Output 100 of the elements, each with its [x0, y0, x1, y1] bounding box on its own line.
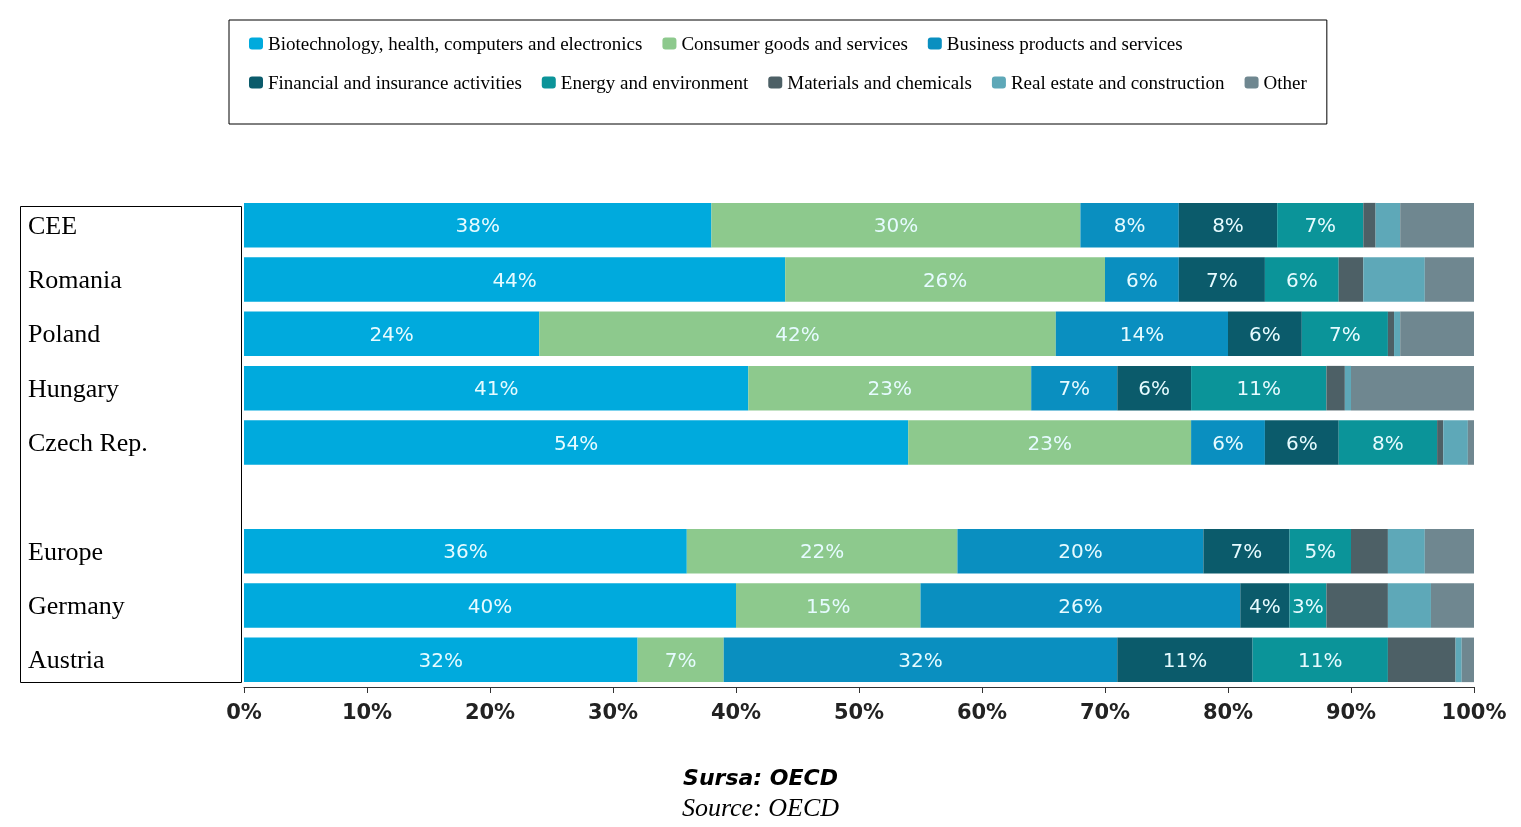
x-tick-label: 30% [587, 699, 639, 724]
data-label: 11% [1162, 647, 1208, 672]
bar [1031, 365, 1118, 411]
bar [920, 583, 1241, 628]
data-label: 4% [1249, 593, 1281, 618]
y-tick-label: Czech Rep. [28, 428, 148, 457]
data-label: 3% [1292, 593, 1324, 618]
data-label: 26% [1058, 593, 1103, 618]
x-tick-label: 80% [1202, 699, 1254, 724]
bar [1351, 365, 1474, 411]
legend-label: Real estate and construction [1010, 72, 1226, 93]
y-tick-label: Hungary [28, 373, 119, 403]
bar [1344, 365, 1351, 411]
bar [1400, 311, 1474, 357]
data-label: 6% [1285, 267, 1318, 292]
bar [1400, 202, 1474, 248]
bar [244, 202, 712, 248]
legend-label: Consumer goods and services [681, 33, 908, 54]
x-tick-label: 50% [833, 699, 885, 724]
data-label: 14% [1119, 321, 1165, 346]
bar [1375, 202, 1401, 248]
y-tick-label: Poland [28, 319, 101, 349]
data-label: 7% [1058, 376, 1091, 401]
data-label: 6% [1249, 321, 1281, 346]
data-label: 7% [664, 647, 697, 672]
data-label: 38% [455, 213, 500, 238]
data-label: 6% [1285, 430, 1318, 455]
bar [1467, 420, 1474, 465]
bar [1264, 420, 1339, 465]
bar [1363, 257, 1425, 302]
data-label: 6% [1212, 430, 1244, 455]
bar [1055, 311, 1228, 357]
data-label: 54% [553, 430, 599, 455]
data-label: 41% [473, 376, 519, 401]
y-tick-label: Germany [28, 591, 125, 620]
bar [1424, 528, 1474, 574]
x-tick-label: 90% [1325, 699, 1377, 724]
x-tick-label: 100% [1441, 699, 1507, 724]
legend-label: Biotechnology, health, computers and electronics [268, 33, 643, 54]
data-label: 5% [1304, 539, 1337, 564]
data-label: 8% [1372, 430, 1404, 455]
data-label: 42% [775, 321, 820, 346]
x-tick-label: 40% [710, 699, 762, 724]
bar [1301, 311, 1388, 357]
bar [723, 637, 1118, 683]
data-label: 23% [1027, 430, 1072, 455]
legend-label: Other [1263, 72, 1308, 93]
data-label: 40% [467, 593, 513, 618]
data-label: 11% [1298, 647, 1343, 672]
data-label: 6% [1138, 376, 1171, 401]
bar [1264, 257, 1339, 302]
bar [1338, 420, 1438, 465]
data-label: 44% [492, 267, 537, 292]
legend-label: Financial and insurance activities [268, 72, 522, 93]
bar [1430, 583, 1474, 628]
bar [748, 365, 1032, 411]
data-label: 8% [1212, 213, 1244, 238]
bar [244, 528, 687, 574]
x-tick-label: 10% [341, 699, 393, 724]
bar [736, 583, 921, 628]
bar [1455, 637, 1462, 683]
y-tick-label: Austria [28, 645, 105, 675]
data-label: 32% [898, 647, 943, 672]
legend-label: Materials and chemicals [787, 72, 972, 93]
bar [1351, 528, 1388, 574]
bar [1387, 637, 1456, 683]
bar [1080, 202, 1179, 248]
bar [711, 202, 1081, 248]
bar [1387, 311, 1395, 357]
bar [1240, 583, 1290, 628]
bar [686, 528, 958, 574]
legend-label: Business products and services [946, 33, 1183, 54]
x-tick-label: 60% [956, 699, 1008, 724]
y-tick-label: Romania [28, 265, 123, 294]
data-label: 36% [443, 539, 488, 564]
bar [244, 311, 540, 357]
bar [244, 637, 638, 683]
legend-label: Energy and environment [560, 72, 749, 93]
bar [1326, 583, 1388, 628]
bar [244, 420, 909, 465]
data-label: 7% [1304, 213, 1337, 238]
bar [1117, 637, 1253, 683]
bar [1105, 257, 1179, 302]
bar [908, 420, 1192, 465]
bar [1178, 257, 1265, 302]
data-label: 15% [806, 593, 851, 618]
bar [244, 583, 736, 628]
x-tick-label: 70% [1079, 699, 1131, 724]
bar [1363, 202, 1376, 248]
data-label: 26% [922, 267, 968, 292]
y-tick-label: Europe [28, 536, 104, 566]
bar [1228, 311, 1302, 357]
bar [1424, 257, 1474, 302]
data-label: 11% [1236, 376, 1281, 401]
data-label: 7% [1230, 539, 1263, 564]
source-note: Source: OECD [681, 792, 840, 822]
data-label: 20% [1058, 539, 1103, 564]
bar [1178, 202, 1278, 248]
bar [539, 311, 1056, 357]
data-label: 8% [1113, 213, 1146, 238]
